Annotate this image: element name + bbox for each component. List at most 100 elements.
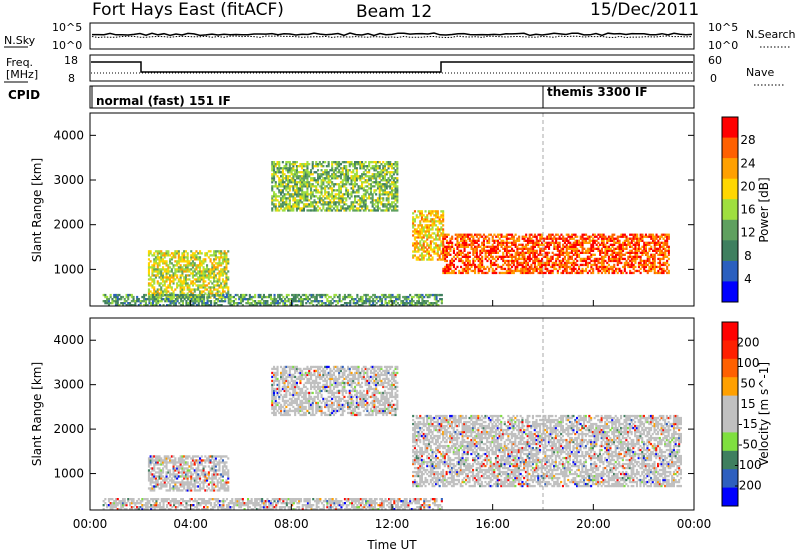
heatmap-cell (389, 165, 391, 167)
heatmap-cell (654, 246, 656, 248)
heatmap-cell (315, 209, 317, 211)
heatmap-cell (356, 169, 358, 171)
heatmap-cell (352, 207, 354, 209)
heatmap-cell (326, 298, 328, 300)
heatmap-cell (412, 226, 414, 228)
heatmap-cell (187, 457, 189, 459)
heatmap-cell (335, 197, 337, 199)
heatmap-cell (188, 455, 190, 457)
heatmap-cell (530, 248, 532, 250)
heatmap-cell (273, 177, 275, 179)
heatmap-cell (380, 203, 382, 205)
heatmap-cell (203, 300, 205, 302)
heatmap-cell (148, 469, 150, 471)
heatmap-cell (522, 264, 524, 266)
heatmap-cell (176, 274, 178, 276)
heatmap-cell (566, 270, 568, 272)
heatmap-cell (493, 240, 495, 242)
heatmap-cell (396, 185, 398, 187)
heatmap-cell (648, 266, 650, 268)
heatmap-cell (331, 209, 333, 211)
heatmap-cell (610, 236, 612, 238)
heatmap-cell (375, 165, 377, 167)
heatmap-cell (187, 463, 189, 465)
heatmap-cell (136, 296, 138, 298)
heatmap-cell (117, 300, 119, 302)
heatmap-cell (192, 270, 194, 272)
heatmap-cell (180, 274, 182, 276)
heatmap-cell (550, 242, 552, 244)
heatmap-cell (324, 189, 326, 191)
heatmap-cell (379, 177, 381, 179)
heatmap-cell (143, 294, 145, 296)
heatmap-cell (467, 272, 469, 274)
heatmap-cell (627, 256, 629, 258)
heatmap-cell (421, 218, 423, 220)
heatmap-cell (167, 252, 169, 254)
heatmap-cell (626, 246, 628, 248)
heatmap-cell (414, 238, 416, 240)
heatmap-cell (258, 296, 260, 298)
heatmap-cell (442, 256, 444, 258)
heatmap-cell (224, 282, 226, 284)
heatmap-cell (428, 234, 430, 236)
heatmap-cell (306, 195, 308, 197)
heatmap-cell (189, 294, 191, 296)
heatmap-cell (395, 177, 397, 179)
heatmap-cell (192, 483, 194, 485)
heatmap-cell (266, 296, 268, 298)
heatmap-cell (564, 242, 566, 244)
heatmap-cell (176, 286, 178, 288)
heatmap-cell (322, 183, 324, 185)
heatmap-cell (178, 270, 180, 272)
heatmap-cell (386, 173, 388, 175)
heatmap-cell (256, 302, 258, 304)
heatmap-cell (285, 175, 287, 177)
heatmap-cell (416, 228, 418, 230)
heatmap-cell (435, 216, 437, 218)
heatmap-cell (210, 290, 212, 292)
colorbar-tick-label: 20 (740, 179, 755, 193)
heatmap-cell (391, 171, 393, 173)
heatmap-cell (183, 280, 185, 282)
heatmap-cell (319, 195, 321, 197)
heatmap-cell (280, 197, 282, 199)
heatmap-cell (448, 252, 450, 254)
heatmap-cell (375, 163, 377, 165)
heatmap-cell (183, 463, 185, 465)
heatmap-cell (303, 171, 305, 173)
heatmap-cell (298, 300, 300, 302)
heatmap-cell (354, 183, 356, 185)
heatmap-cell (388, 195, 390, 197)
heatmap-cell (481, 242, 483, 244)
heatmap-cell (161, 294, 163, 296)
heatmap-cell (346, 296, 348, 298)
heatmap-cell (608, 260, 610, 262)
heatmap-cell (538, 258, 540, 260)
heatmap-cell (536, 260, 538, 262)
heatmap-cell (388, 197, 390, 199)
heatmap-cell (278, 179, 280, 181)
heatmap-cell (303, 203, 305, 205)
heatmap-cell (391, 209, 393, 211)
heatmap-cell (448, 266, 450, 268)
heatmap-cell (338, 197, 340, 199)
heatmap-cell (395, 195, 397, 197)
heatmap-cell (157, 288, 159, 290)
heatmap-cell (389, 161, 391, 163)
heatmap-cell (377, 167, 379, 169)
heatmap-cell (365, 169, 367, 171)
heatmap-cell (180, 461, 182, 463)
heatmap-cell (178, 302, 180, 304)
heatmap-cell (225, 268, 227, 270)
heatmap-cell (213, 264, 215, 266)
heatmap-cell (645, 236, 647, 238)
heatmap-cell (285, 165, 287, 167)
heatmap-cell (603, 252, 605, 254)
heatmap-cell (455, 272, 457, 274)
heatmap-cell (183, 268, 185, 270)
heatmap-cell (444, 252, 446, 254)
heatmap-cell (201, 286, 203, 288)
heatmap-cell (546, 256, 548, 258)
heatmap-cell (351, 181, 353, 183)
